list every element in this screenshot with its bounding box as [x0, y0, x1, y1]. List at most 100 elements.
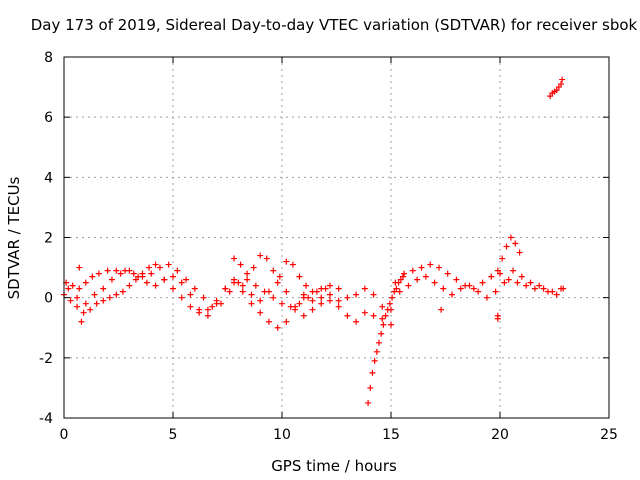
data-point — [457, 285, 464, 292]
data-point — [553, 291, 560, 298]
data-point — [501, 279, 508, 286]
data-point — [344, 312, 351, 319]
data-point — [497, 270, 503, 277]
data-point — [146, 264, 153, 271]
data-point — [152, 261, 159, 268]
data-point — [289, 261, 296, 268]
data-point — [283, 258, 290, 265]
data-point — [191, 285, 198, 292]
data-point — [361, 309, 368, 316]
data-point — [270, 267, 277, 274]
data-point — [161, 276, 168, 283]
series-track-f — [300, 291, 394, 328]
data-point — [527, 279, 534, 286]
data-point — [379, 303, 386, 310]
data-point — [117, 270, 124, 277]
series-track-d — [161, 276, 342, 319]
data-point — [401, 270, 408, 277]
series-track-a — [61, 261, 159, 316]
y-tick-label: 2 — [44, 231, 53, 247]
data-point — [213, 297, 220, 304]
data-point — [382, 312, 389, 319]
data-point — [87, 306, 94, 313]
data-point — [326, 297, 333, 304]
data-point — [309, 297, 316, 304]
data-point — [540, 285, 547, 292]
data-point — [440, 285, 447, 292]
data-point — [126, 282, 133, 289]
data-point — [335, 303, 342, 310]
data-point — [244, 270, 251, 277]
data-point — [326, 282, 333, 289]
x-axis-label: GPS time / hours — [271, 457, 397, 475]
data-point — [353, 318, 360, 325]
data-point — [344, 294, 351, 301]
data-point — [108, 276, 115, 283]
data-point — [544, 288, 551, 295]
data-point — [74, 294, 81, 301]
data-point — [470, 285, 477, 292]
data-point — [389, 294, 396, 301]
series-track-g — [392, 261, 565, 295]
data-point — [274, 324, 281, 331]
series-burst — [494, 234, 523, 274]
data-point — [483, 294, 490, 301]
data-point — [296, 300, 303, 307]
data-point — [265, 318, 272, 325]
y-tick-label: 0 — [44, 291, 53, 307]
data-point — [119, 288, 126, 295]
data-point — [553, 87, 560, 94]
data-point — [78, 318, 85, 325]
data-point — [397, 276, 404, 283]
data-point — [391, 288, 398, 295]
data-point — [380, 321, 387, 328]
data-point — [370, 291, 377, 298]
data-point — [80, 309, 87, 316]
data-point — [231, 255, 238, 262]
data-point — [69, 282, 76, 289]
data-point — [82, 300, 89, 307]
data-point — [100, 285, 107, 292]
data-point — [209, 303, 216, 310]
data-point — [392, 279, 399, 286]
data-point — [386, 300, 393, 307]
data-point — [156, 264, 163, 271]
data-point — [283, 318, 290, 325]
data-point — [135, 273, 142, 280]
data-point — [379, 315, 386, 322]
data-point — [378, 330, 385, 337]
data-point — [479, 279, 486, 286]
data-point — [148, 270, 155, 277]
data-point — [257, 297, 264, 304]
series-track-h — [396, 267, 567, 301]
data-point — [393, 285, 400, 292]
data-point — [95, 270, 102, 277]
data-points — [61, 76, 567, 406]
data-point — [67, 297, 74, 304]
data-point — [231, 276, 238, 283]
data-point — [396, 288, 403, 295]
data-point — [204, 312, 211, 319]
data-point — [503, 243, 510, 250]
data-point — [279, 300, 285, 307]
data-point — [257, 309, 264, 316]
data-point — [270, 294, 277, 301]
data-point — [418, 264, 425, 271]
data-point — [187, 303, 194, 310]
data-point — [76, 264, 83, 271]
data-point — [376, 339, 383, 346]
data-point — [369, 369, 376, 376]
x-tick-label: 20 — [491, 427, 509, 443]
data-point — [367, 384, 374, 391]
data-point — [93, 300, 100, 307]
x-tick-label: 0 — [60, 427, 69, 443]
data-point — [449, 291, 456, 298]
x-tick-label: 15 — [382, 427, 400, 443]
x-tick-label: 25 — [600, 427, 618, 443]
data-point — [523, 282, 530, 289]
data-point — [204, 306, 211, 313]
data-point — [113, 267, 120, 274]
data-point — [143, 279, 150, 286]
data-point — [510, 267, 517, 274]
y-tick-label: -4 — [39, 411, 53, 427]
